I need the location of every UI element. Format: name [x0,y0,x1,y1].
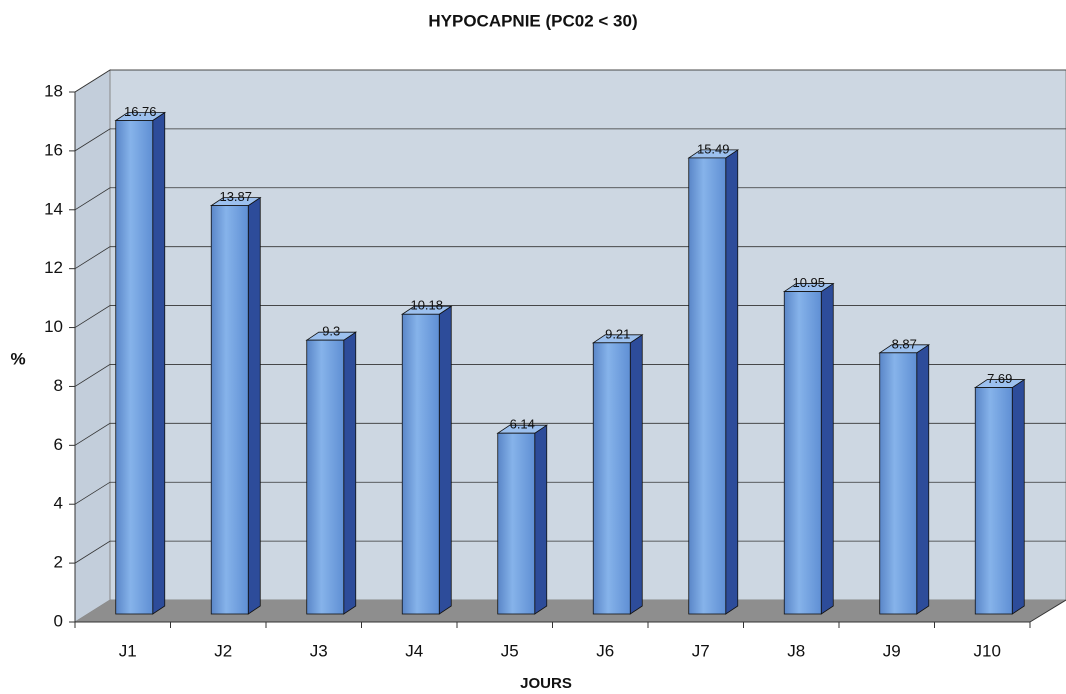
x-tick-label: J10 [974,641,1001,660]
value-label: 13.87 [219,189,252,204]
bar-side [247,196,261,615]
bar-side [438,305,452,615]
y-tick-label: 2 [54,553,63,572]
bar-front [688,157,727,615]
grid-line [74,69,1066,93]
chart-title: HYPOCAPNIE (PC02 < 30) [428,11,637,30]
y-tick-label: 12 [44,258,63,277]
bar-front [306,339,345,615]
x-axis-label: JOURS [520,675,572,692]
bar [687,149,740,615]
grid-line [74,364,1066,387]
value-label: 10.95 [792,275,825,290]
y-tick-label: 6 [54,435,63,454]
x-tick-label: J6 [596,641,614,660]
x-tick-label: J9 [883,641,901,660]
bar-front [592,342,631,615]
bar [782,282,835,615]
x-tick-label: J3 [310,641,328,660]
y-tick-label: 0 [54,611,63,630]
bar [305,331,358,615]
value-label: 15.49 [697,141,730,156]
grid-line [74,540,1066,564]
side-wall [74,69,111,623]
bar-side [820,282,834,615]
value-label: 6.14 [510,417,535,432]
x-tick-label: J5 [501,641,519,660]
bar-front [879,352,918,615]
x-tick-label: J1 [119,641,137,660]
bar-side [725,149,739,615]
grid-line [74,481,1066,505]
bar-front [783,291,822,615]
x-tick-label: J8 [787,641,805,660]
grid-line [74,128,1066,152]
bar-front [974,387,1013,615]
bar-side [343,331,357,615]
bar-side [534,424,548,615]
value-label: 9.3 [322,324,340,339]
bar [114,111,167,615]
value-label: 16.76 [124,104,157,119]
floor-edge [1029,599,1066,623]
bar [591,334,644,615]
bar [496,424,549,615]
y-tick-label: 4 [54,494,63,513]
bar [209,196,262,615]
y-axis-label: % [10,349,25,368]
y-tick-label: 14 [44,199,63,218]
y-tick-label: 8 [54,376,63,395]
bar [878,344,931,615]
grid-line [74,305,1066,328]
x-tick-label: J4 [405,641,423,660]
value-label: 8.87 [892,336,917,351]
bar-front [115,120,154,615]
x-tick-label: J7 [692,641,710,660]
bar [400,305,453,615]
grid-line [74,422,1066,446]
bar-front [497,432,536,615]
value-label: 7.69 [987,371,1012,386]
value-label: 9.21 [605,326,630,341]
grid-line [74,246,1066,270]
x-tick-label: J2 [214,641,232,660]
y-tick-label: 16 [44,140,63,159]
bar-side [1011,378,1025,615]
bar [973,378,1026,615]
bar-side [629,334,643,615]
bar-side [916,344,930,615]
y-tick-label: 10 [44,317,63,336]
bar-front [210,205,249,615]
grid-line [74,187,1066,211]
value-label: 10.18 [410,298,443,313]
bar-side [152,111,166,615]
bar-front [401,313,440,615]
y-tick-label: 18 [44,81,63,100]
